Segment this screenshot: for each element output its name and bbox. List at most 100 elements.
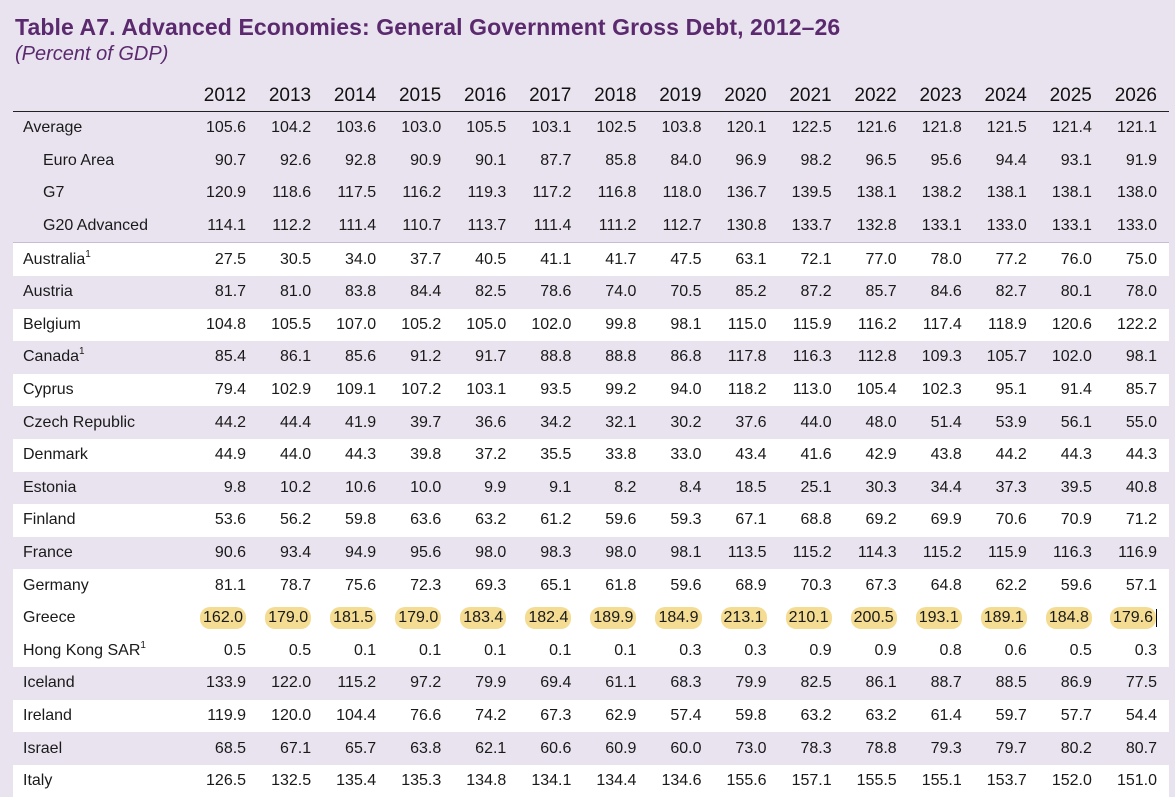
value-cell: 117.8 <box>714 341 779 374</box>
cell-value: 60.6 <box>540 740 571 757</box>
value-cell[interactable]: 183.4 <box>453 602 518 635</box>
value-cell: 75.6 <box>323 569 388 602</box>
cell-value: 96.9 <box>735 152 766 169</box>
year-header-2016: 2016 <box>453 74 518 112</box>
value-cell[interactable]: 162.0 <box>193 602 258 635</box>
cell-value: 25.1 <box>800 479 831 496</box>
cell-value: 80.1 <box>1061 283 1092 300</box>
cell-value: 120.9 <box>206 184 246 201</box>
value-cell: 132.8 <box>844 210 909 243</box>
row-label: Canada1 <box>13 341 193 374</box>
cell-value: 77.0 <box>866 251 897 268</box>
value-cell: 70.5 <box>648 276 713 309</box>
value-cell: 72.3 <box>388 569 453 602</box>
cell-value: 133.1 <box>922 217 962 234</box>
cell-value: 30.3 <box>866 479 897 496</box>
value-cell: 57.7 <box>1039 700 1104 733</box>
value-cell: 59.8 <box>323 504 388 537</box>
cell-value: 34.0 <box>345 251 376 268</box>
value-cell[interactable]: 213.1 <box>714 602 779 635</box>
value-cell: 104.4 <box>323 700 388 733</box>
cell-value: 111.4 <box>534 217 572 234</box>
cell-value: 93.1 <box>1061 152 1092 169</box>
cell-value: 41.7 <box>605 251 636 268</box>
value-cell: 78.0 <box>909 243 974 276</box>
cell-value: 61.2 <box>540 511 571 528</box>
value-cell: 84.0 <box>648 145 713 178</box>
value-cell: 82.5 <box>453 276 518 309</box>
row-label: Australia1 <box>13 243 193 276</box>
value-cell: 79.9 <box>714 667 779 700</box>
cell-value: 39.7 <box>410 414 441 431</box>
cell-value: 80.7 <box>1126 740 1157 757</box>
cell-value: 94.0 <box>670 381 701 398</box>
value-cell[interactable]: 184.8 <box>1039 602 1104 635</box>
row-label-text: Iceland <box>23 674 75 691</box>
cell-value: 152.0 <box>1052 772 1092 789</box>
cell-value: 44.9 <box>215 446 246 463</box>
value-cell: 0.1 <box>583 635 648 668</box>
value-cell[interactable]: 189.9 <box>583 602 648 635</box>
value-cell: 120.0 <box>258 700 323 733</box>
value-cell[interactable]: 210.1 <box>779 602 844 635</box>
value-cell[interactable]: 193.1 <box>909 602 974 635</box>
cell-value: 112.2 <box>272 217 311 234</box>
year-header-2014: 2014 <box>323 74 388 112</box>
value-cell: 79.9 <box>453 667 518 700</box>
value-cell[interactable]: 179.6 <box>1104 602 1169 635</box>
value-cell: 104.2 <box>258 112 323 145</box>
cell-value: 133.7 <box>792 217 832 234</box>
cell-value: 44.3 <box>1061 446 1092 463</box>
cell-value: 57.4 <box>670 707 701 724</box>
cell-value: 78.7 <box>280 577 311 594</box>
cell-value: 114.3 <box>858 544 897 561</box>
value-cell[interactable]: 182.4 <box>518 602 583 635</box>
cell-value: 59.6 <box>1061 577 1092 594</box>
value-cell: 138.1 <box>1039 177 1104 210</box>
cell-value: 65.1 <box>540 577 571 594</box>
value-cell[interactable]: 179.0 <box>258 602 323 635</box>
cell-value: 86.8 <box>670 348 701 365</box>
value-cell: 102.0 <box>518 309 583 342</box>
cell-value: 112.8 <box>858 348 897 365</box>
cell-value: 153.7 <box>987 772 1027 789</box>
value-cell: 115.9 <box>779 309 844 342</box>
value-cell: 9.1 <box>518 472 583 505</box>
cell-value: 68.3 <box>670 674 701 691</box>
value-cell[interactable]: 181.5 <box>323 602 388 635</box>
value-cell: 110.7 <box>388 210 453 243</box>
cell-value: 75.6 <box>345 577 376 594</box>
cell-value: 61.8 <box>605 577 636 594</box>
value-cell: 135.3 <box>388 765 453 797</box>
value-cell: 114.3 <box>844 537 909 570</box>
value-cell: 111.4 <box>518 210 583 243</box>
value-cell: 68.9 <box>714 569 779 602</box>
footnote-marker: 1 <box>140 640 146 651</box>
cell-value: 110.7 <box>402 217 441 234</box>
value-cell: 88.5 <box>974 667 1039 700</box>
value-cell[interactable]: 189.1 <box>974 602 1039 635</box>
value-cell: 118.2 <box>714 374 779 407</box>
cell-value: 115.0 <box>728 316 767 333</box>
value-cell: 120.9 <box>193 177 258 210</box>
row-label-text: Czech Republic <box>23 414 135 431</box>
cell-value: 213.1 <box>721 607 767 629</box>
value-cell[interactable]: 179.0 <box>388 602 453 635</box>
value-cell: 0.5 <box>1039 635 1104 668</box>
value-cell: 87.7 <box>518 145 583 178</box>
value-cell: 44.2 <box>974 439 1039 472</box>
value-cell: 59.6 <box>1039 569 1104 602</box>
row-label: Ireland <box>13 700 193 733</box>
value-cell[interactable]: 200.5 <box>844 602 909 635</box>
value-cell[interactable]: 184.9 <box>648 602 713 635</box>
cell-value: 105.0 <box>466 316 506 333</box>
value-cell: 132.5 <box>258 765 323 797</box>
value-cell: 95.1 <box>974 374 1039 407</box>
value-cell: 59.6 <box>583 504 648 537</box>
value-cell: 155.6 <box>714 765 779 797</box>
value-cell: 90.6 <box>193 537 258 570</box>
value-cell: 105.6 <box>193 112 258 145</box>
